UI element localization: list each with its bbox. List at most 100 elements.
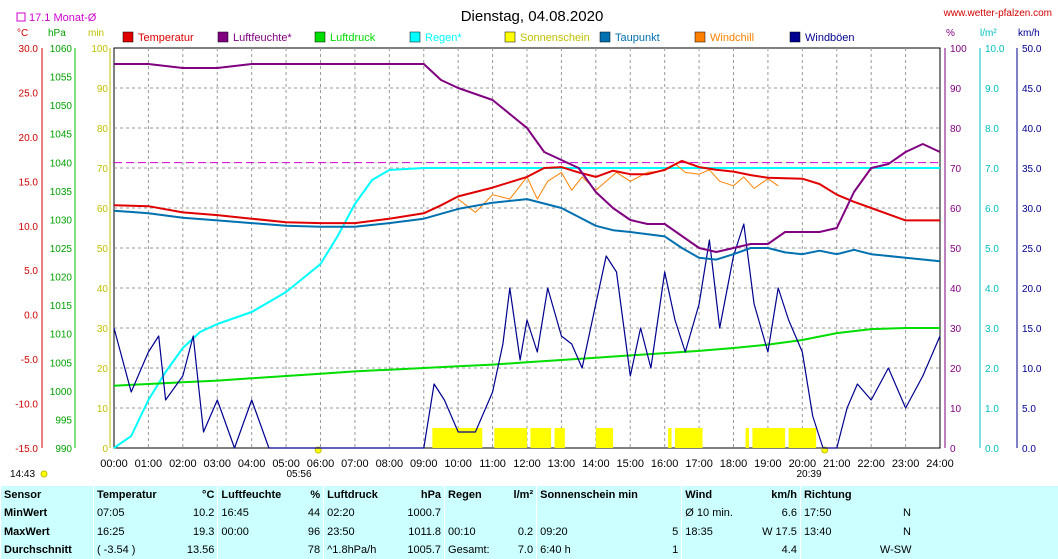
legend-swatch [599,31,611,43]
stats-cell [217,540,301,559]
x-tick-label: 16:00 [651,458,679,470]
pressure-tick-label: 1040 [50,158,73,169]
x-tick-label: 19:00 [754,458,782,470]
series-line-temperatur [113,159,940,225]
minutes-tick-label: 0 [102,444,108,455]
stats-cell [868,486,915,504]
stats-cell [536,504,667,523]
pressure-tick-label: 1005 [50,358,73,369]
x-tick-label: 14:00 [582,458,610,470]
stats-cell: 1 [672,543,679,556]
stats-cell: 07:05 [92,504,176,523]
stats-cell: 00:10 [444,522,505,541]
temp-unit-label: °C [17,28,28,39]
pressure-tick-label: 1055 [50,73,73,84]
x-tick-label: 09:00 [410,458,438,470]
series-line-windchill [457,163,779,213]
chart-title: Dienstag, 04.08.2020 [461,8,604,25]
minutes-tick-label: 80 [97,124,109,135]
sunshine-bar [674,428,703,448]
stats-cell: Gesamt: [444,540,505,559]
pressure-tick-label: 1050 [50,101,73,112]
rain-tick-label: 0.0 [985,444,999,455]
stats-cell: 78 [307,543,321,556]
minutes-tick-label: 50 [97,244,109,255]
wind-tick-label: 50.0 [1022,44,1042,55]
rain-tick-label: 7.0 [985,164,999,175]
pressure-unit-label: hPa [48,28,66,39]
stats-cell [444,504,505,523]
temperature-tick-label: 0.0 [24,311,38,322]
minutes-tick-label: 10 [97,404,109,415]
pressure-tick-label: 1015 [50,301,73,312]
stats-cell: % [310,489,321,502]
percent-tick-label: 20 [950,364,962,375]
stats-row: Durchschnitt( -3.54 ) 13.56 78 ^1.8hPa/h 100… [0,540,915,559]
stats-cell: 1011.8 [408,525,442,538]
stats-cell: N [903,507,911,520]
stats-row: MaxWert 16:25 19.3 00:00 96 23:50 1011.8 00:10 0… [0,522,915,541]
stats-cell: Luftdruck [323,486,395,505]
stats-cell: 7.0 [517,543,534,556]
stats-cell: 09:20 [536,522,667,541]
stats-header-row: Sensor Temperatur °C Luftfeuchte% Luftdruck h… [0,486,915,505]
stats-cell: 16:45 [217,504,301,523]
pressure-tick-label: 990 [55,444,72,455]
rain-tick-label: 2.0 [985,364,999,375]
legend-label: Windböen [805,32,855,44]
x-tick-label: 13:00 [548,458,576,470]
legend-swatch [504,31,516,43]
wind-tick-label: 45.0 [1022,84,1042,95]
series-line-windben [113,223,941,449]
percent-tick-label: 60 [950,204,962,215]
x-tick-label: 06:00 [307,458,335,470]
pressure-tick-label: 1035 [50,187,73,198]
sunshine-bar [595,428,614,448]
x-tick-label: 21:00 [823,458,851,470]
legend-label: Luftdruck [330,32,376,44]
stats-cell: 4.4 [781,543,797,556]
stats-cell: 0.2 [517,525,534,538]
x-tick-label: 05:00 [272,458,300,470]
weather-chart: Dienstag, 04.08.2020 www.wetter-pfalzen.… [10,8,1052,480]
percent-unit-label: % [946,28,955,39]
x-tick-label: 03:00 [203,458,231,470]
legend-swatch [789,31,801,43]
stats-cell: Durchschnitt [0,540,94,559]
sunshine-bar [554,428,565,448]
sunshine-bar [530,428,552,448]
rain-tick-label: 4.0 [985,284,999,295]
stats-cell: 02:20 [323,504,395,523]
series-layer [113,63,941,449]
rain-tick-label: 10.0 [985,44,1005,55]
stats-cell: 17:50 [799,504,868,523]
sun-icon [40,470,48,478]
temperature-tick-label: -15.0 [15,444,38,455]
x-tick-label: 01:00 [135,458,163,470]
stats-cell: Wind [681,486,750,505]
wind-tick-label: 15.0 [1022,324,1042,335]
rain-tick-label: 3.0 [985,324,999,335]
stats-cell: 23:50 [323,522,395,541]
percent-tick-label: 100 [950,44,967,55]
stats-cell: 13.56 [186,543,215,556]
grid [113,47,941,449]
stats-cell: 6.6 [781,507,797,520]
rain-tick-label: 1.0 [985,404,999,415]
legend-swatch [409,31,421,43]
site-link[interactable]: www.wetter-pfalzen.com [943,8,1052,19]
temperature-tick-label: 20.0 [19,133,39,144]
x-tick-label: 17:00 [685,458,713,470]
stats-cell: MinWert [0,504,94,523]
minutes-tick-label: 40 [97,284,109,295]
percent-tick-label: 10 [950,404,962,415]
rain-tick-label: 9.0 [985,84,999,95]
stats-cell: N [903,525,911,538]
pressure-tick-label: 1060 [50,44,73,55]
sunshine-bar [752,428,786,448]
x-tick-label: 02:00 [169,458,197,470]
pressure-tick-label: 995 [55,415,72,426]
stats-cell: W 17.5 [762,525,797,538]
stats-cell [681,540,750,559]
stats-cell: 19.3 [192,525,215,538]
